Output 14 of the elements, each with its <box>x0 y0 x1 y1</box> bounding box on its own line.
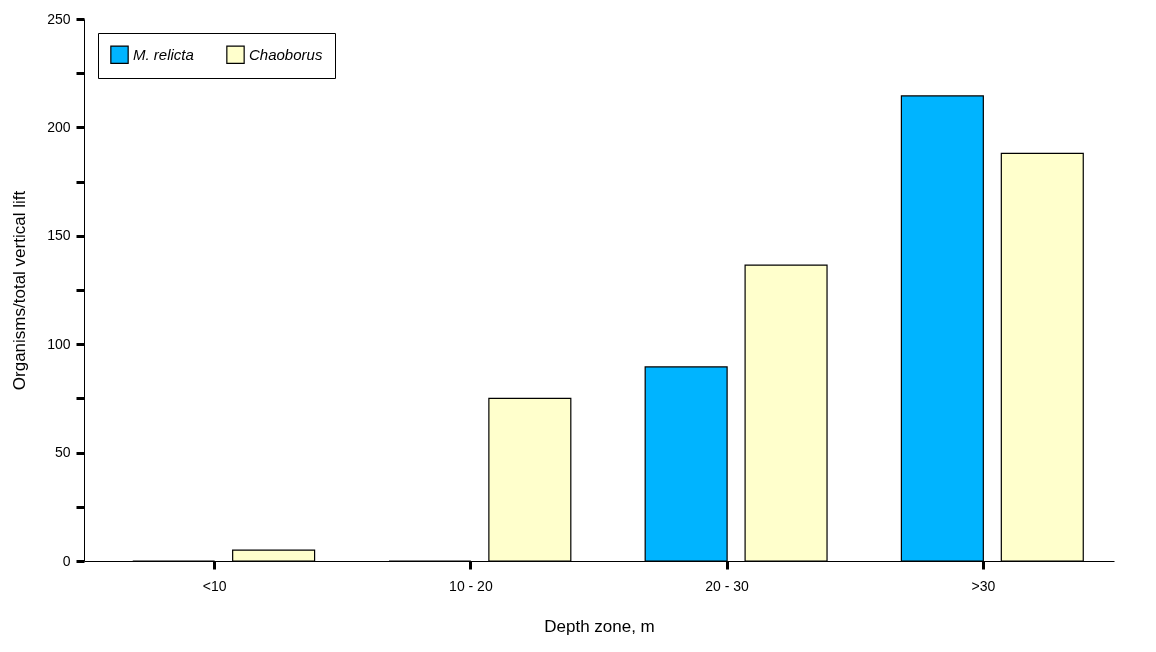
y-tick-label: 150 <box>47 227 71 244</box>
legend-label: M. relicta <box>133 45 194 63</box>
y-tick-label: 200 <box>47 118 71 135</box>
x-tick-label: <10 <box>202 577 227 594</box>
y-tick-label: 100 <box>47 335 71 352</box>
x-axis-title: Depth zone, m <box>544 616 655 636</box>
y-tick-label: 0 <box>62 552 71 569</box>
y-axis-title: Organisms/total vertical lift <box>10 190 30 391</box>
x-tick-label: 20 - 30 <box>705 577 750 594</box>
y-tick-label: 250 <box>47 10 71 27</box>
y-tick-label: 50 <box>54 444 71 461</box>
x-tick-label: 10 - 20 <box>449 577 493 594</box>
x-tick-label: >30 <box>971 577 996 594</box>
legend-label: Chaoborus <box>249 45 323 63</box>
